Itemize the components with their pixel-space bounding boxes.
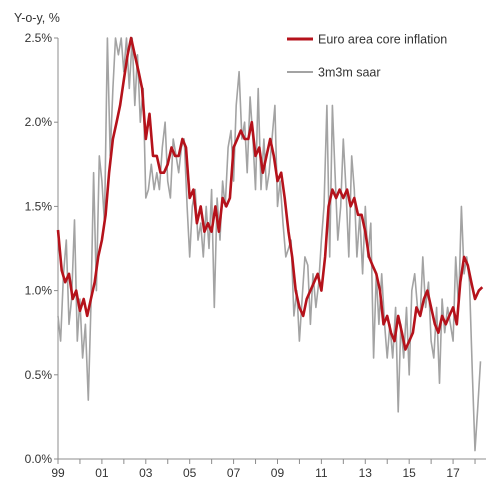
series-line-3m3m-saar — [57, 37, 482, 452]
y-tick-label: 0.0% — [25, 452, 53, 466]
x-tick-label: 03 — [139, 466, 153, 480]
legend-label-3m3m-saar: 3m3m saar — [318, 66, 381, 80]
x-tick-label: 99 — [51, 466, 65, 480]
y-tick-label: 2.5% — [25, 31, 53, 45]
legend-label-core-inflation: Euro area core inflation — [318, 33, 447, 47]
plot-area: 0.0% 0.5% 1.0% 1.5% 2.0% 2.5% 99 01 03 05 07 09 11 1… — [25, 31, 486, 480]
y-axis-ticks: 0.0% 0.5% 1.0% 1.5% 2.0% 2.5% — [25, 31, 58, 466]
y-tick-label: 1.0% — [25, 284, 53, 298]
x-axis-ticks: 99 01 03 05 07 09 11 13 15 17 — [51, 459, 476, 480]
x-tick-label: 11 — [315, 466, 328, 480]
x-tick-label: 17 — [446, 466, 460, 480]
legend: Euro area core inflation 3m3m saar — [287, 33, 447, 80]
y-tick-label: 1.5% — [25, 199, 53, 213]
x-tick-label: 09 — [271, 466, 285, 480]
x-tick-label: 05 — [183, 466, 197, 480]
x-tick-label: 07 — [227, 466, 241, 480]
x-tick-label: 01 — [95, 466, 109, 480]
x-tick-label: 13 — [359, 466, 373, 480]
y-tick-label: 2.0% — [25, 115, 53, 129]
series-line-core-inflation — [56, 36, 484, 351]
x-tick-label: 15 — [402, 466, 416, 480]
y-tick-label: 0.5% — [25, 368, 53, 382]
y-axis-title: Y-o-y, % — [14, 11, 60, 25]
series-layer — [56, 36, 484, 452]
